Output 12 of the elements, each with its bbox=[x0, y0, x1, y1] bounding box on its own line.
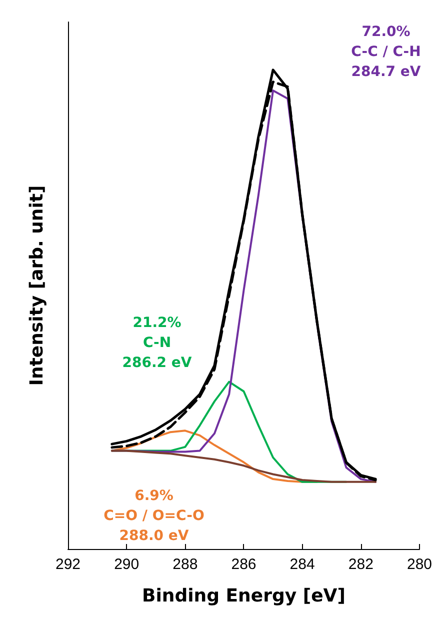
annotation: 72.0% C-C / C-H 284.7 eV bbox=[351, 24, 421, 80]
annotation: 6.9% C=O / O=C-O 288.0 eV bbox=[104, 488, 204, 544]
annotation: 21.2% C-N 286.2 eV bbox=[122, 315, 192, 371]
x-tick-label: 284 bbox=[290, 556, 315, 573]
x-tick-label: 282 bbox=[348, 556, 374, 573]
x-tick-label: 280 bbox=[406, 556, 432, 573]
x-tick-label: 286 bbox=[231, 556, 256, 573]
x-tick-label: 292 bbox=[55, 556, 81, 573]
x-tick-label: 290 bbox=[114, 556, 140, 573]
x-tick-label: 288 bbox=[172, 556, 198, 573]
y-axis-title: Intensity [arb. unit] bbox=[26, 185, 48, 386]
x-axis-title: Binding Energy [eV] bbox=[142, 586, 346, 606]
